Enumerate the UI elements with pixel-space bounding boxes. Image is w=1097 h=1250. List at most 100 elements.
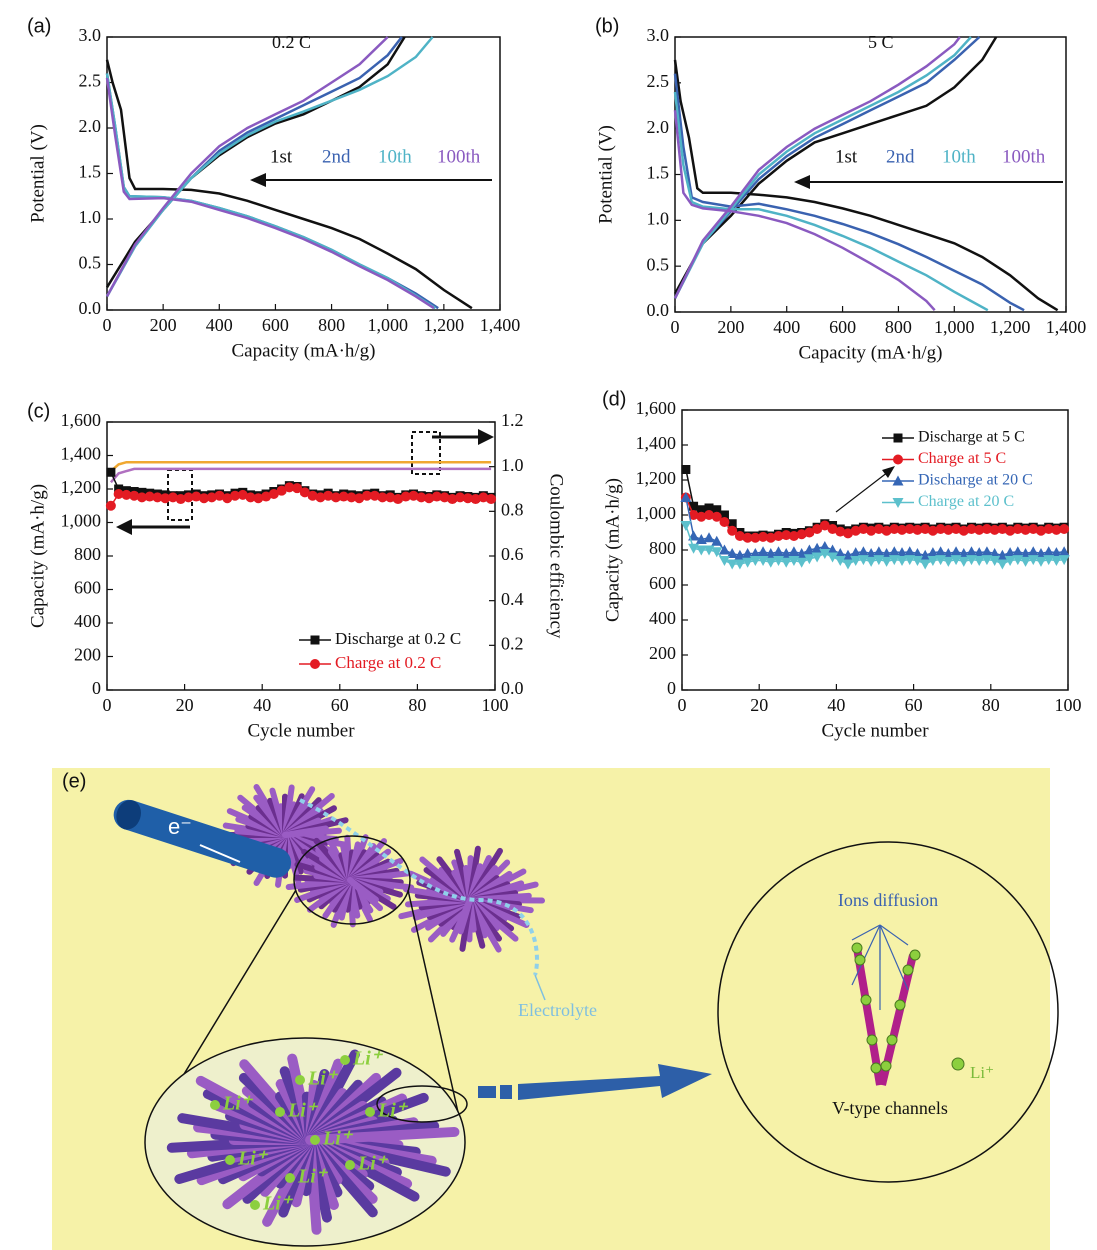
marker (927, 556, 939, 566)
channel-view (717, 841, 1059, 1183)
marker (734, 559, 746, 570)
marker (842, 528, 853, 539)
x-tick-label: 1,000 (367, 315, 408, 335)
marker (1005, 525, 1016, 536)
electrolyte-path (299, 798, 539, 976)
marker (1050, 556, 1062, 566)
li-ion (225, 1155, 235, 1165)
marker (307, 490, 318, 501)
x-tick-label: 600 (262, 315, 289, 335)
x-tick-label: 400 (206, 315, 233, 335)
marker (749, 556, 761, 566)
ions-diffusion-label: Ions diffusion (838, 890, 938, 910)
marker (718, 544, 730, 555)
x-tick-label: 1,200 (424, 315, 465, 335)
arrow-tail (478, 1086, 496, 1098)
marker (781, 530, 792, 541)
y-tick-label: 1,000 (61, 511, 102, 531)
li-ion (285, 1173, 295, 1183)
axis-arrow-head (478, 429, 494, 445)
annotation: 0.2 C (272, 32, 311, 52)
marker (121, 489, 132, 500)
marker (893, 454, 903, 465)
legend-label: 100th (1002, 146, 1046, 167)
marker (788, 546, 800, 557)
y-tick-label: 1.0 (79, 207, 102, 227)
marker (160, 493, 171, 504)
legend-label: Discharge at 5 C (918, 429, 1025, 446)
y2-tick-label: 1.0 (501, 455, 524, 475)
y-tick-label: 400 (74, 611, 101, 631)
marker (827, 544, 839, 555)
x-tick-label: 100 (1055, 695, 1082, 715)
marker (1012, 524, 1023, 534)
nanorod (347, 877, 384, 912)
x-tick-label: 40 (827, 695, 845, 715)
marker (323, 490, 334, 501)
marker (284, 482, 295, 493)
marker (896, 547, 908, 558)
x-tick-label: 80 (982, 695, 1000, 715)
marker (892, 475, 904, 486)
marker (416, 492, 427, 503)
legend-pointer-head (882, 466, 895, 478)
series-line (673, 36, 961, 312)
li-label: Li⁺ (297, 1166, 329, 1188)
marker (1043, 524, 1054, 534)
marker (966, 524, 977, 534)
x-tick-label: 0 (103, 315, 112, 335)
marker (889, 524, 900, 534)
marker (711, 535, 723, 546)
y-axis-title: Capacity (mA·h/g) (27, 484, 48, 628)
y-tick-label: 600 (74, 578, 101, 598)
marker (765, 532, 776, 543)
li-ion (295, 1075, 305, 1085)
marker (486, 494, 497, 505)
li-ion (851, 942, 863, 954)
legend-label: Discharge at 0.2 C (335, 629, 461, 648)
x-tick-label: 20 (750, 695, 768, 715)
li-legend-label: Li⁺ (970, 1063, 994, 1082)
x-tick-label: 20 (176, 695, 194, 715)
marker (338, 491, 349, 502)
legend-label: 10th (942, 146, 976, 167)
marker (888, 555, 900, 566)
marker (199, 493, 209, 504)
x-tick-label: 400 (773, 317, 800, 337)
y-tick-label: 0 (667, 678, 676, 698)
marker (719, 517, 730, 527)
li-label: Li⁺ (322, 1128, 354, 1150)
nanorod (305, 1126, 460, 1145)
y-tick-label: 1.0 (647, 208, 670, 228)
marker (191, 491, 202, 502)
arrow-tail (500, 1085, 512, 1099)
marker (935, 524, 946, 534)
y2-tick-label: 1.2 (501, 410, 524, 430)
x-axis-title: Cycle number (247, 720, 355, 741)
marker (989, 524, 1000, 535)
marker (873, 524, 884, 534)
marker (478, 492, 489, 503)
marker (834, 556, 846, 566)
legend-label: Charge at 20 C (918, 493, 1014, 510)
zoom-arrow (518, 1064, 712, 1100)
marker (292, 483, 303, 494)
x-tick-label: 60 (331, 695, 349, 715)
ion-arrow (879, 924, 909, 991)
marker (773, 531, 784, 541)
y-tick-label: 1,400 (61, 444, 102, 464)
marker (758, 531, 769, 542)
li-label: Li⁺ (377, 1100, 409, 1122)
marker (385, 492, 396, 503)
marker (773, 546, 784, 557)
legend-label: 100th (437, 146, 481, 167)
y2-tick-label: 0.2 (501, 633, 524, 653)
legend-label: 2nd (886, 146, 915, 167)
marker (812, 524, 823, 534)
marker (997, 524, 1008, 534)
marker (1035, 525, 1046, 536)
plot-frame (106, 36, 501, 311)
x-tick-label: 800 (318, 315, 345, 335)
marker (369, 490, 380, 501)
